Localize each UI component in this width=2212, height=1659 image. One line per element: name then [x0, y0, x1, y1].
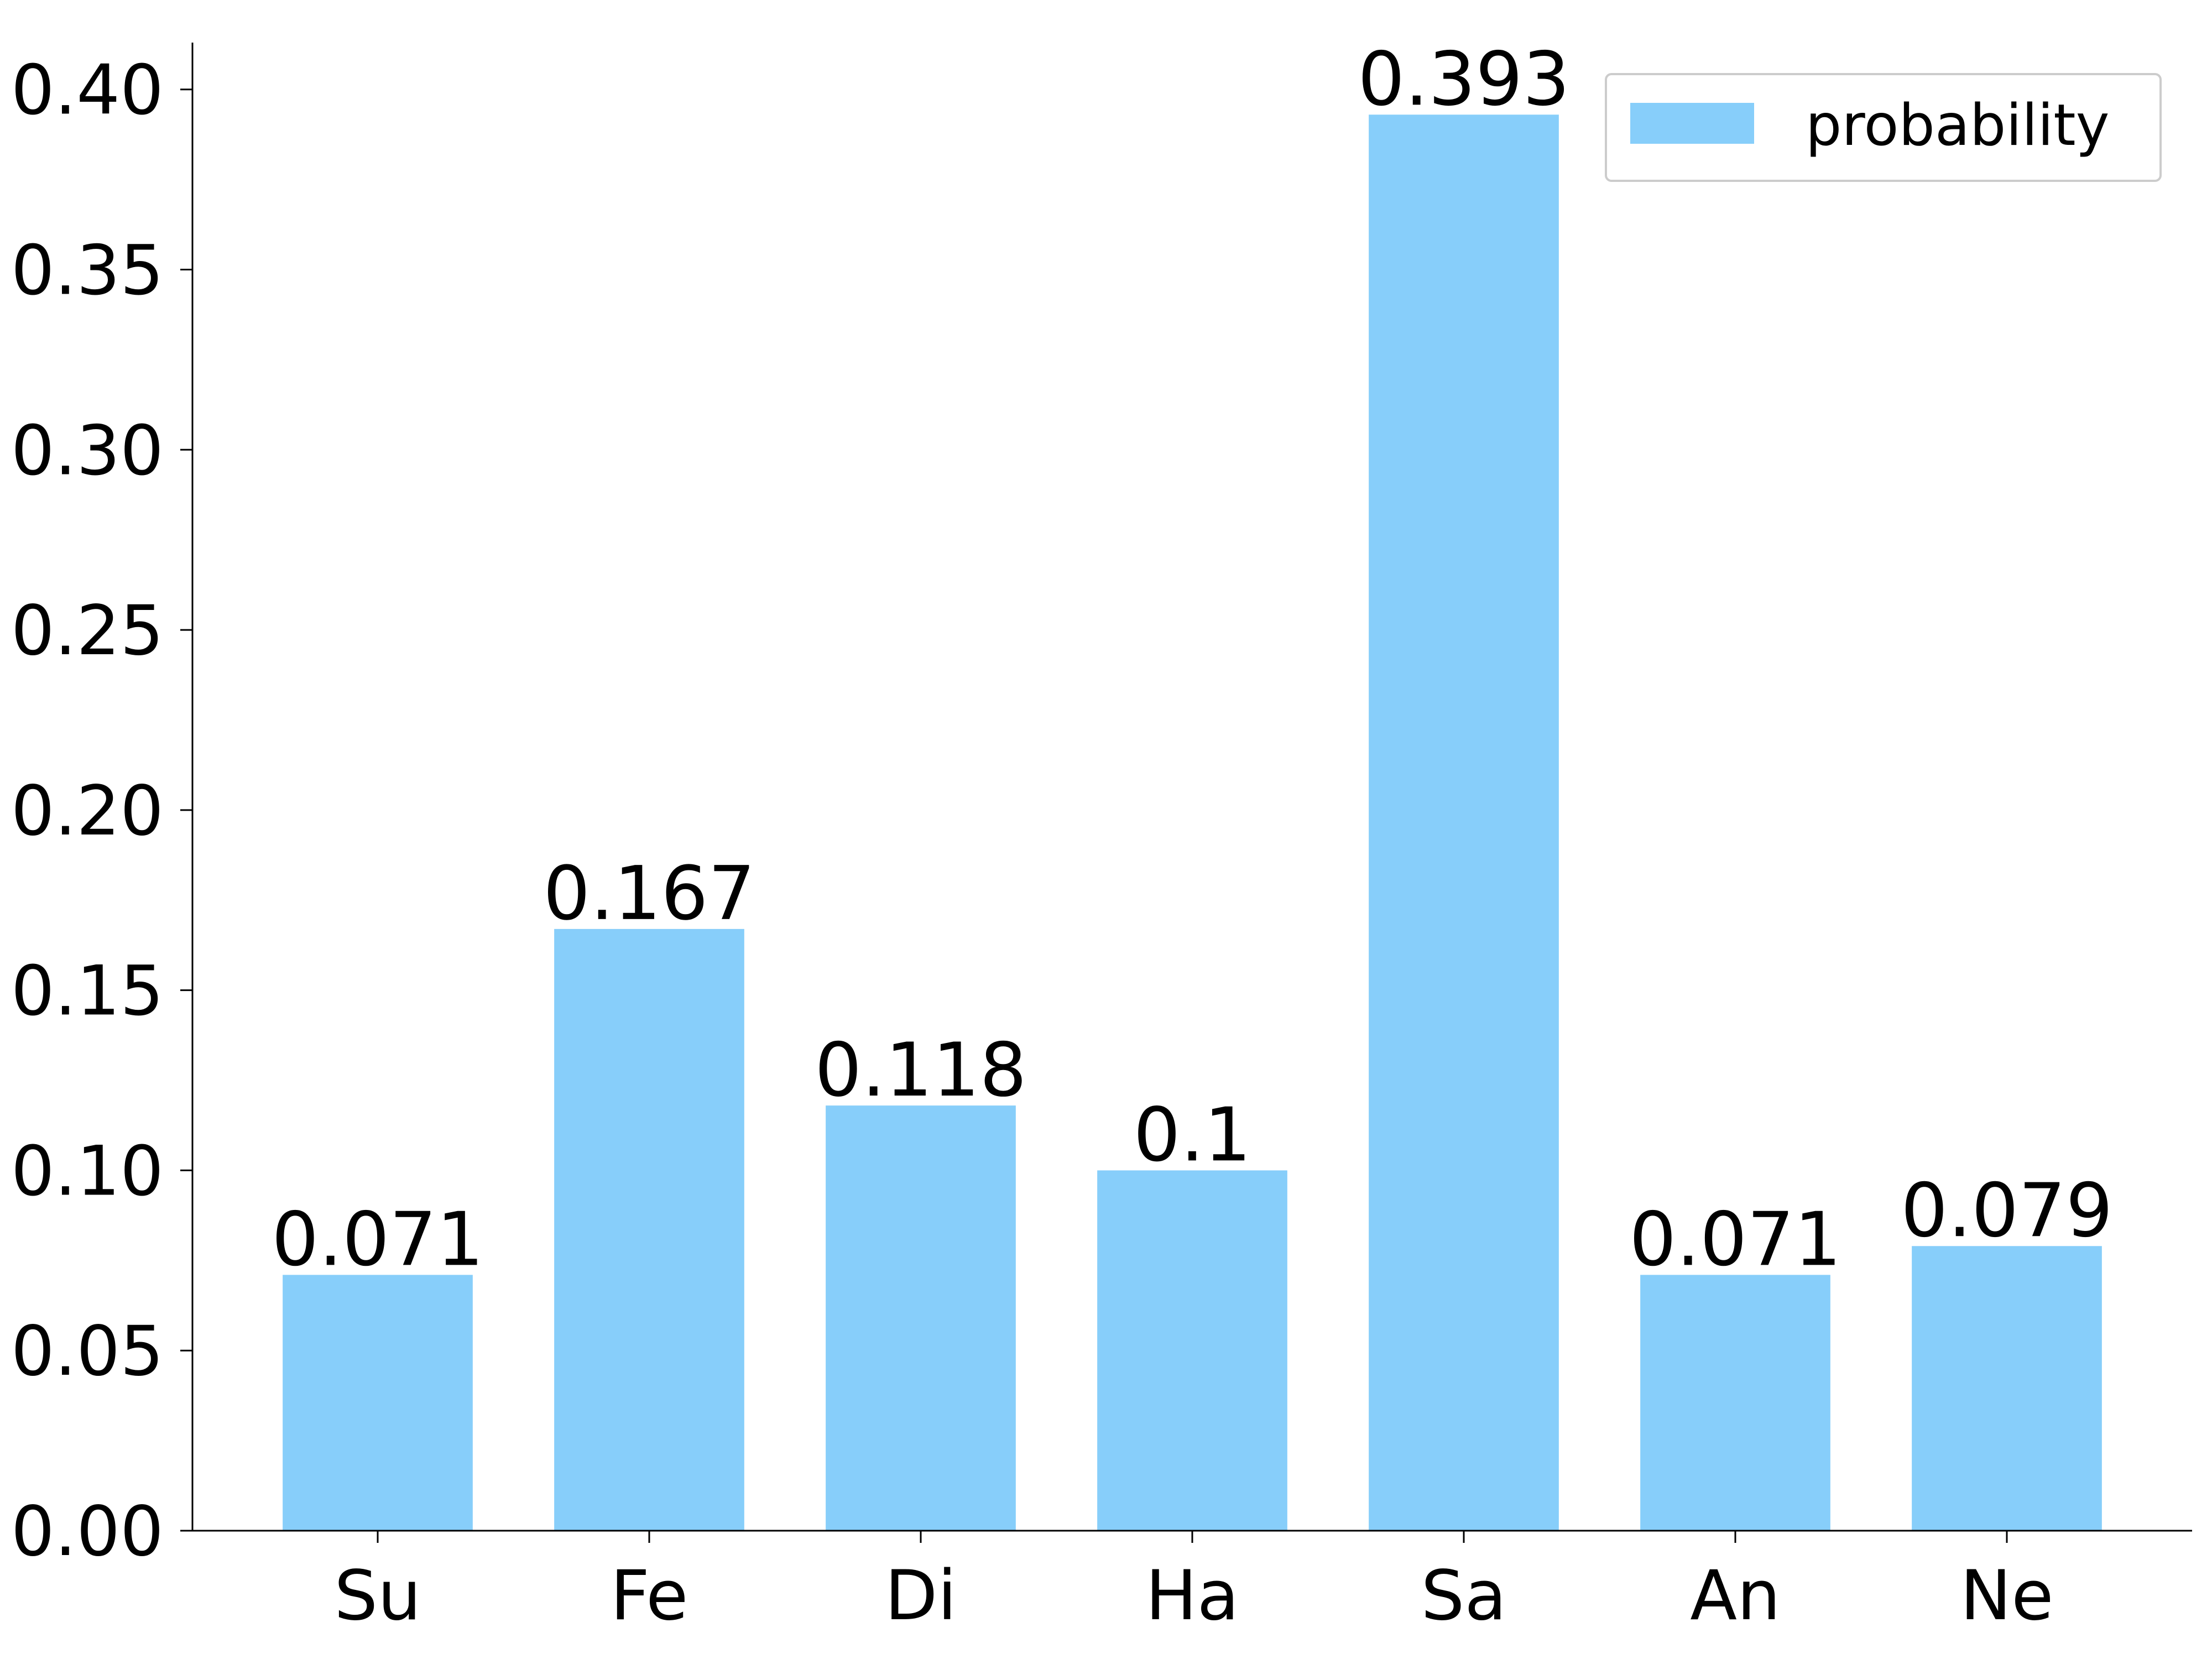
x-tick-label: An: [1690, 1556, 1780, 1636]
x-tick-label: Di: [885, 1556, 957, 1636]
y-tick-label: 0.05: [11, 1312, 164, 1391]
value-label: 0.393: [1358, 36, 1570, 122]
value-label: 0.167: [543, 851, 755, 937]
bar: [1640, 1275, 1830, 1531]
bar: [554, 928, 744, 1531]
legend-label: probability: [1806, 92, 2110, 159]
legend-box: [1605, 73, 2162, 182]
y-tick-label: 0.20: [11, 771, 164, 851]
y-tick-label: 0.40: [11, 51, 164, 131]
value-label: 0.079: [1901, 1167, 2113, 1254]
y-tick-label: 0.10: [11, 1131, 164, 1211]
legend-swatch: [1630, 103, 1754, 144]
x-tick-label: Ne: [1960, 1556, 2053, 1636]
bar: [1912, 1246, 2102, 1531]
bar: [1097, 1170, 1287, 1531]
y-tick-label: 0.35: [11, 231, 164, 310]
x-tick-label: Su: [334, 1556, 421, 1636]
y-tick-label: 0.15: [11, 952, 164, 1031]
x-tick-label: Ha: [1145, 1556, 1239, 1636]
x-tick-label: Sa: [1421, 1556, 1507, 1636]
y-tick-label: 0.25: [11, 591, 164, 671]
value-label: 0.1: [1133, 1092, 1251, 1178]
value-label: 0.071: [272, 1196, 484, 1282]
bar: [1369, 114, 1559, 1531]
x-tick-label: Fe: [611, 1556, 688, 1636]
bar: [283, 1275, 473, 1531]
value-label: 0.071: [1629, 1196, 1841, 1282]
y-tick-label: 0.30: [11, 411, 164, 491]
value-label: 0.118: [815, 1027, 1027, 1113]
y-tick-label: 0.00: [11, 1492, 164, 1572]
bar: [826, 1105, 1016, 1531]
